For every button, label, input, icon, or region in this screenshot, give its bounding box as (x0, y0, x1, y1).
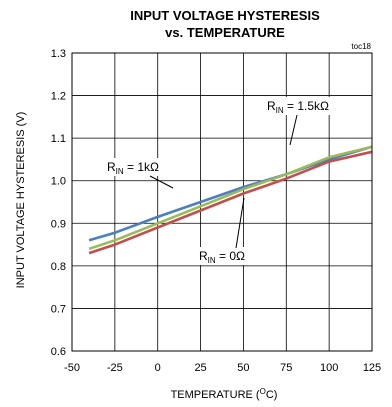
x-tick-label: -25 (107, 362, 123, 374)
series-line-2 (88, 150, 373, 255)
x-tick-label: 125 (363, 362, 381, 374)
annotation-0-bg (196, 247, 256, 265)
annotation-rin-1k: RIN = 1kΩ (107, 160, 159, 176)
y-tick-label: 0.6 (51, 346, 66, 358)
y-tick-label: 0.8 (51, 261, 66, 273)
y-tick-label: 0.9 (51, 218, 66, 230)
chart-subtitle: vs. TEMPERATURE (165, 25, 285, 40)
x-tick-label: 0 (155, 362, 161, 374)
x-axis-label-tail: C) (266, 389, 278, 401)
x-tick-labels: -50 -25 0 25 50 75 100 125 (64, 362, 381, 374)
plot-frame (71, 52, 373, 352)
series-line-1 (88, 145, 373, 251)
y-axis-label: INPUT VOLTAGE HYSTERESIS (V) (15, 112, 27, 289)
x-tick-label: 100 (320, 362, 338, 374)
x-tick-label: -50 (64, 362, 80, 374)
annotation-rin-0: RIN = 0Ω (199, 249, 245, 265)
annotation-1k-bg (104, 158, 166, 176)
chart-code-label: toc18 (351, 42, 371, 51)
y-tick-label: 1.2 (51, 91, 66, 103)
x-axis-label-main: TEMPERATURE ( (171, 389, 260, 401)
annotation-rin-1-5k: RIN = 1.5kΩ (267, 99, 329, 115)
y-tick-label: 1.1 (51, 133, 66, 145)
x-axis-label-sup: O (260, 387, 266, 396)
x-axis-label: TEMPERATURE (OC) (171, 387, 278, 401)
x-tick-label: 25 (194, 362, 206, 374)
series-lines (88, 145, 373, 255)
annotation-0-leader (235, 197, 245, 249)
x-tick-label: 75 (280, 362, 292, 374)
x-tick-label: 50 (237, 362, 249, 374)
y-tick-label: 1.0 (51, 176, 66, 188)
y-tick-label: 0.7 (51, 303, 66, 315)
series-line-0 (88, 145, 373, 242)
annotation-1k-leader (149, 175, 174, 189)
y-tick-labels: 0.6 0.7 0.8 0.9 1.0 1.1 1.2 1.3 (51, 48, 66, 358)
y-tick-label: 1.3 (51, 48, 66, 60)
annotation-1-5k-bg (264, 97, 340, 115)
chart-title: INPUT VOLTAGE HYSTERESIS (130, 8, 320, 23)
annotation-1-5k-leader (289, 114, 298, 146)
